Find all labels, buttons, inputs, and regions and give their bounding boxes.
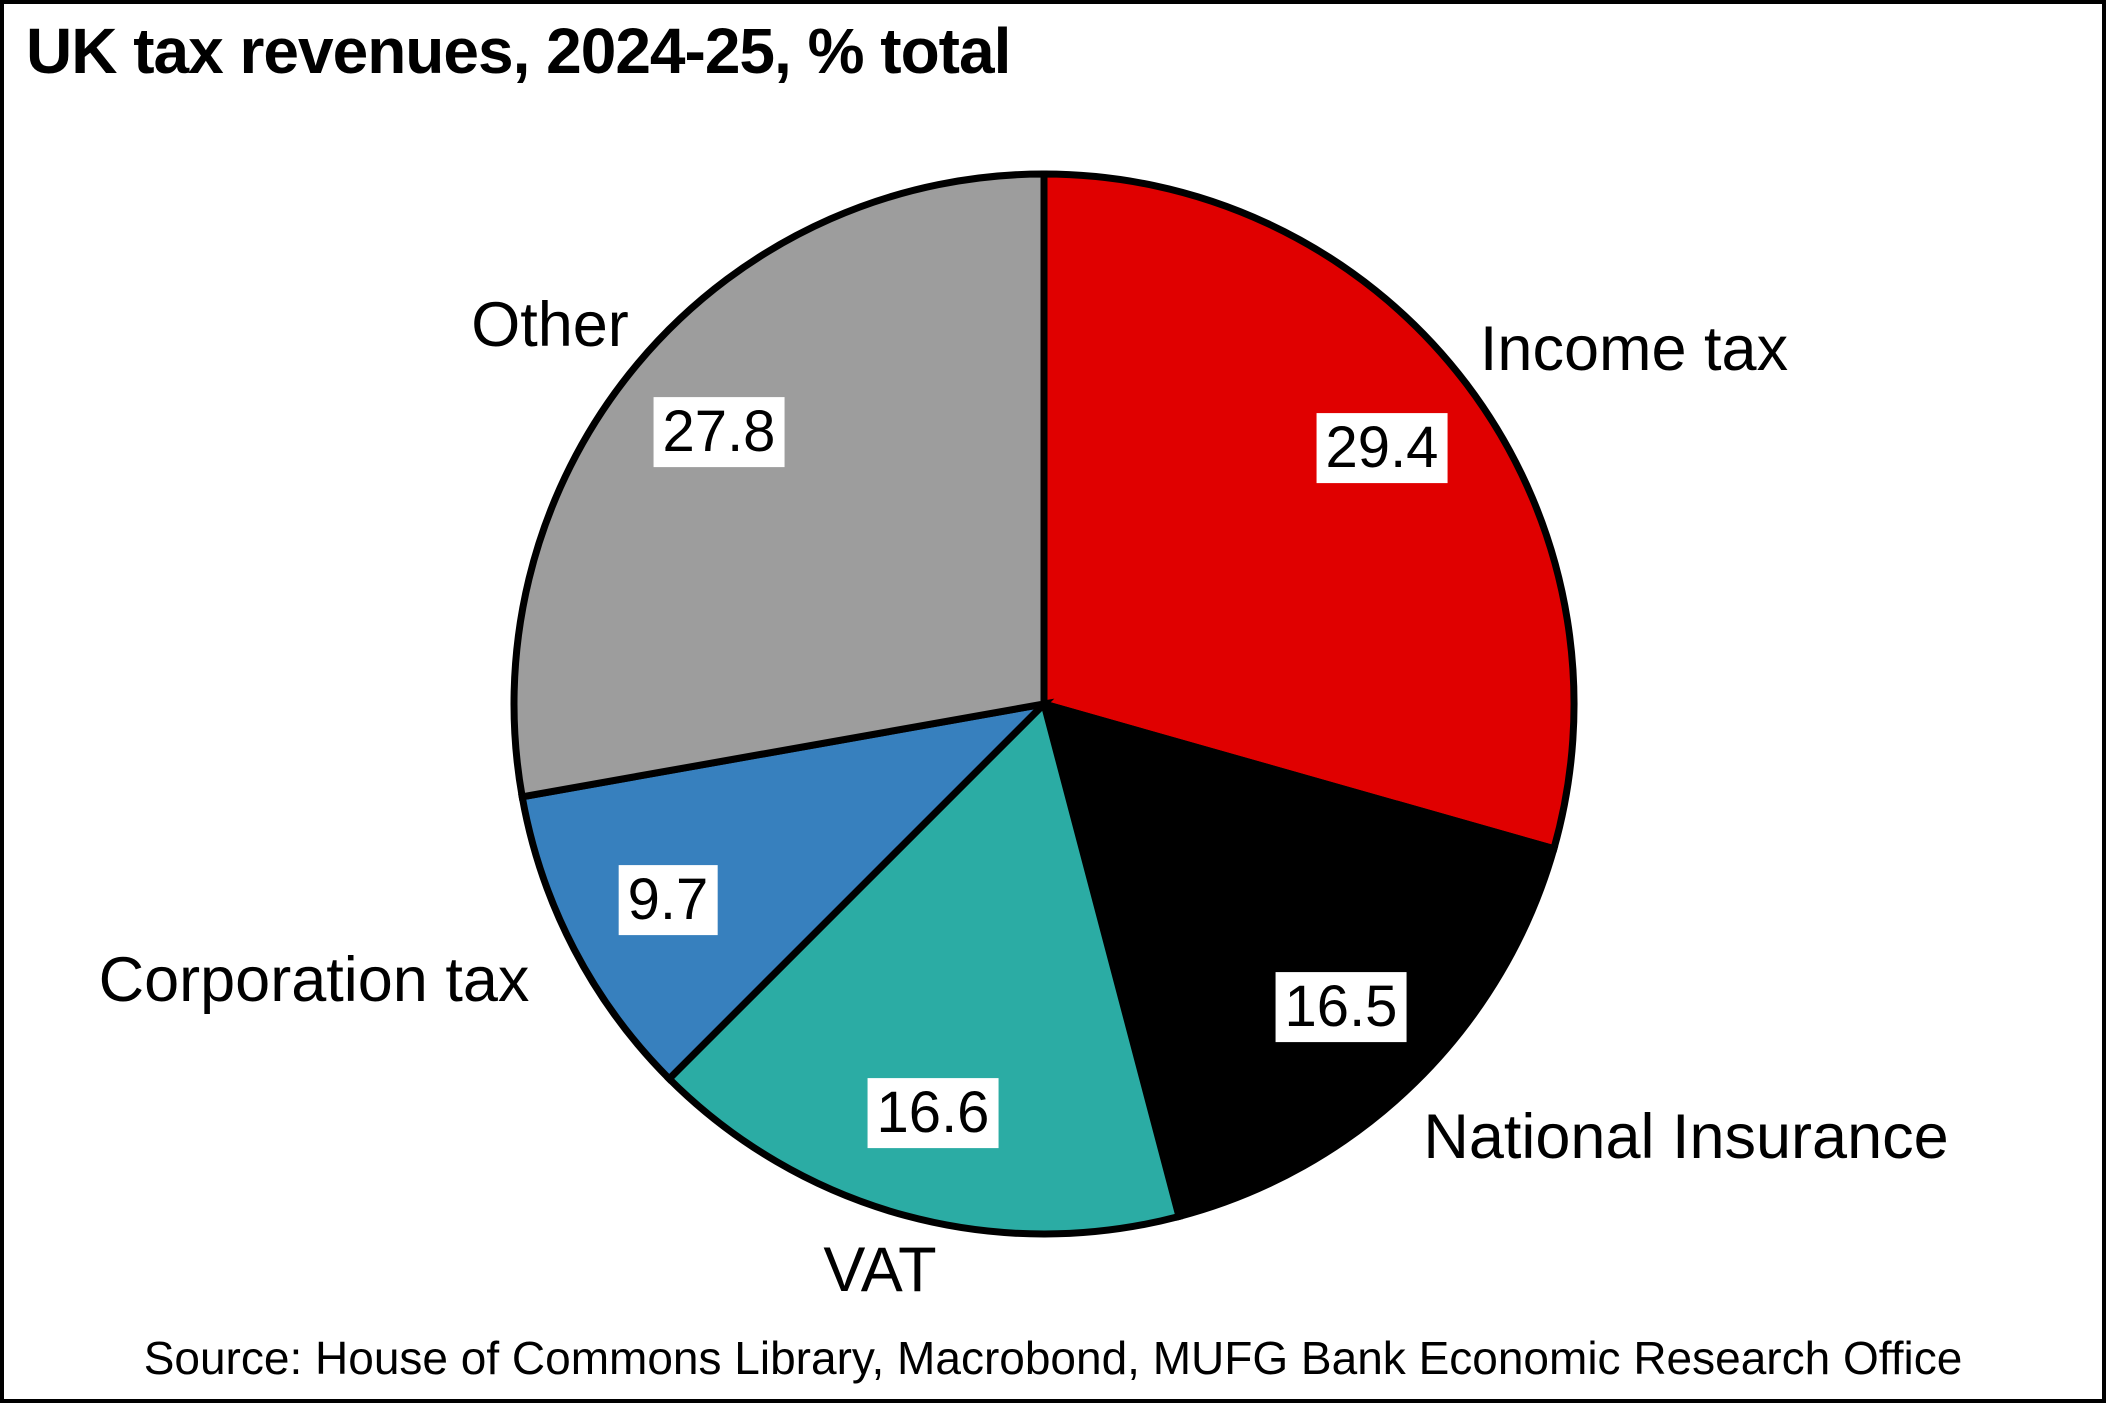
slice-label-national-insurance: National Insurance	[1423, 1102, 1949, 1172]
slice-label-other: Other	[471, 290, 629, 360]
chart-title: UK tax revenues, 2024-25, % total	[26, 15, 1011, 87]
slice-value-vat: 16.6	[867, 1078, 999, 1148]
pie-slice-other	[510, 170, 1048, 801]
slice-value-other: 27.8	[653, 397, 785, 467]
source-attribution: Source: House of Commons Library, Macrob…	[143, 1332, 1963, 1384]
slice-label-income-tax: Income tax	[1479, 314, 1789, 384]
pie-slice-vat	[664, 697, 1184, 1238]
pie-slice-income-tax	[1040, 170, 1578, 854]
slice-value-national-insurance: 16.5	[1275, 972, 1407, 1042]
pie-chart	[510, 170, 1578, 1238]
slice-label-vat: VAT	[823, 1235, 937, 1305]
pie-slice-national-insurance	[1039, 698, 1559, 1221]
slice-label-corporation-tax: Corporation tax	[98, 945, 530, 1015]
slice-value-income-tax: 29.4	[1316, 413, 1448, 483]
pie-slice-corporation-tax	[518, 698, 1055, 1084]
slice-value-corporation-tax: 9.7	[618, 865, 718, 935]
